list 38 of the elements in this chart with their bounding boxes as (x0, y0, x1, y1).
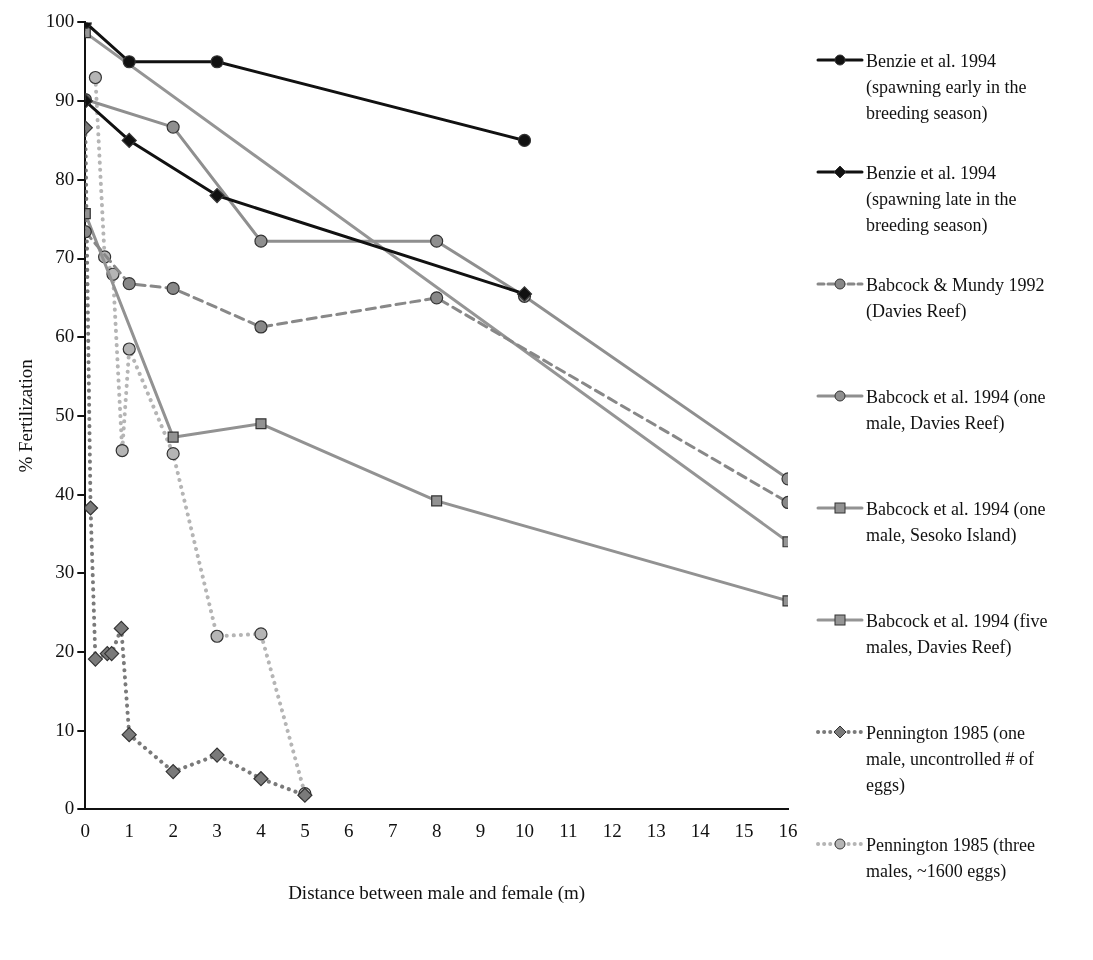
y-tick-label: 10 (55, 718, 75, 740)
legend-label: Babcock et al. 1994 (one male, Davies Reef) (866, 386, 1047, 435)
x-tick-label: 3 (212, 819, 222, 841)
legend-label: Babcock et al. 1994 (one male, Sesoko Island) (866, 498, 1047, 547)
legend-label: Babcock & Mundy 1992 (Davies Reef) (866, 274, 1046, 323)
legend-label: Benzie et al. 1994 (spawning late in the breeding season) (866, 162, 1018, 237)
y-tick-label: 20 (55, 639, 75, 661)
y-tick-label: 100 (45, 10, 75, 32)
x-tick-label: 11 (559, 819, 578, 841)
y-tick-label: 40 (55, 482, 75, 504)
x-tick-label: 9 (475, 819, 486, 841)
y-tick-label: 0 (64, 797, 75, 819)
legend-label: Pennington 1985 (one male, uncontrolled # of eggs) (866, 722, 1035, 797)
x-tick-label: 8 (431, 819, 442, 841)
y-tick-label: 80 (55, 167, 75, 189)
x-tick-label: 6 (344, 819, 354, 841)
x-tick-label: 14 (690, 819, 711, 841)
legend-label: Babcock et al. 1994 (five males, Davies Reef) (866, 610, 1049, 659)
legend-label: Pennington 1985 (three males, ~1600 eggs) (866, 834, 1036, 883)
x-tick-label: 13 (646, 819, 666, 841)
x-tick-label: 4 (256, 819, 267, 841)
x-tick-label: 0 (80, 819, 91, 841)
y-axis-title: % Fertilization (15, 358, 37, 473)
x-tick-label: 16 (778, 819, 798, 841)
legend-label: Benzie et al. 1994 (spawning early in the breeding season) (866, 50, 1028, 125)
x-tick-label: 7 (387, 819, 398, 841)
y-tick-label: 30 (55, 561, 75, 583)
x-tick-label: 15 (734, 819, 754, 841)
x-tick-label: 12 (602, 819, 622, 841)
x-axis-title: Distance between male and female (m) (288, 881, 586, 904)
y-tick-label: 90 (55, 89, 75, 111)
x-tick-label: 5 (300, 819, 310, 841)
y-tick-label: 60 (55, 325, 75, 347)
y-tick-label: 70 (55, 246, 75, 268)
x-tick-label: 2 (168, 819, 178, 841)
y-tick-label: 50 (55, 403, 75, 425)
x-tick-label: 10 (514, 819, 534, 841)
x-tick-label: 1 (124, 819, 134, 841)
